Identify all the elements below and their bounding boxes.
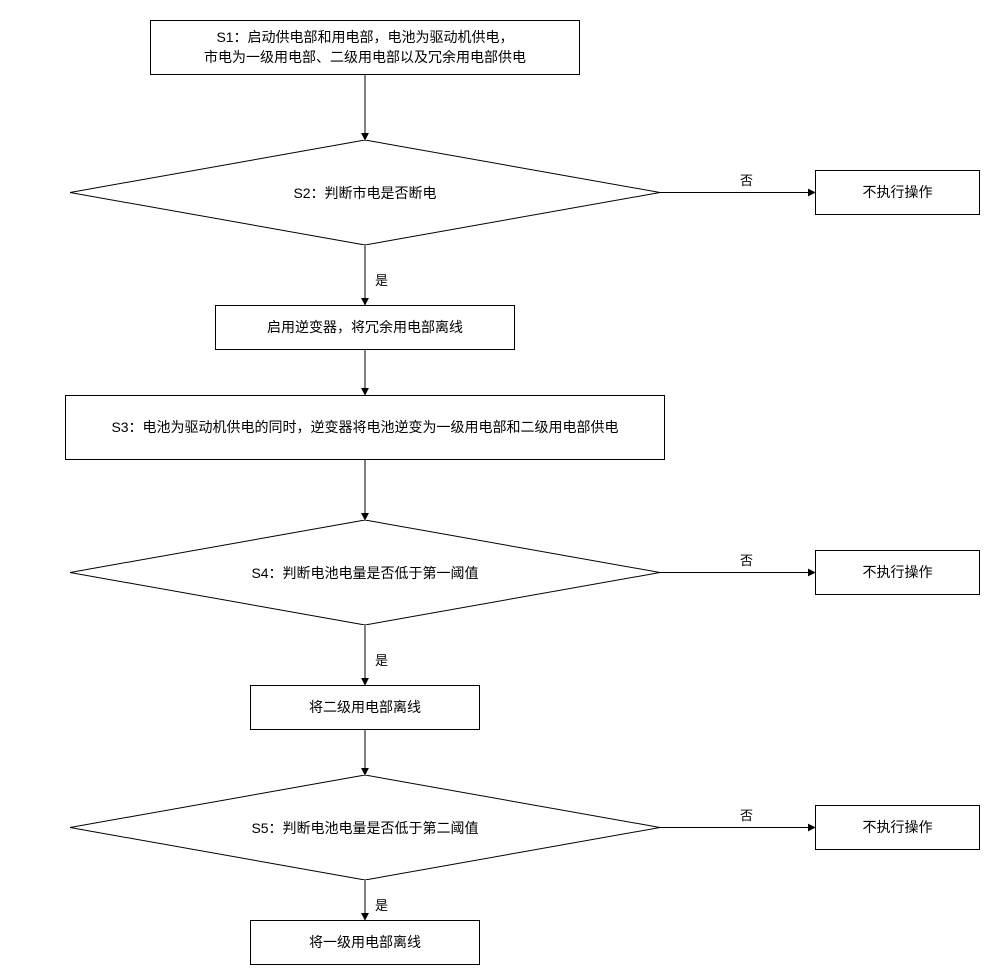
process-label: S3：电池为驱动机供电的同时，逆变器将电池逆变为一级用电部和二级用电部供电	[111, 418, 618, 438]
process-s5yes: 将一级用电部离线	[250, 920, 480, 965]
process-label: 不执行操作	[863, 818, 933, 838]
process-s5no: 不执行操作	[815, 805, 980, 850]
edge-label-no: 否	[740, 170, 753, 189]
process-s2yes: 启用逆变器，将冗余用电部离线	[215, 305, 515, 350]
process-label: 不执行操作	[863, 183, 933, 203]
decision-s5: S5：判断电池电量是否低于第二阈值	[70, 775, 660, 880]
decision-s4: S4：判断电池电量是否低于第一阈值	[70, 520, 660, 625]
process-s1: S1：启动供电部和用电部，电池为驱动机供电，市电为一级用电部、二级用电部以及冗余…	[150, 20, 580, 75]
process-s4yes: 将二级用电部离线	[250, 685, 480, 730]
process-label: 将二级用电部离线	[309, 698, 421, 718]
process-label: 不执行操作	[863, 563, 933, 583]
process-s4no: 不执行操作	[815, 550, 980, 595]
edge-label-yes: 是	[375, 270, 388, 289]
edge-label-yes: 是	[375, 650, 388, 669]
process-label: 启用逆变器，将冗余用电部离线	[267, 318, 463, 338]
decision-s2: S2：判断市电是否断电	[70, 140, 660, 245]
process-label: S1：启动供电部和用电部，电池为驱动机供电，市电为一级用电部、二级用电部以及冗余…	[204, 28, 526, 67]
edge-label-no: 否	[740, 805, 753, 824]
process-s2no: 不执行操作	[815, 170, 980, 215]
flowchart-canvas: S1：启动供电部和用电部，电池为驱动机供电，市电为一级用电部、二级用电部以及冗余…	[0, 0, 1000, 974]
edge-label-no: 否	[740, 550, 753, 569]
edge-label-yes: 是	[375, 895, 388, 914]
process-s3: S3：电池为驱动机供电的同时，逆变器将电池逆变为一级用电部和二级用电部供电	[65, 395, 665, 460]
process-label: 将一级用电部离线	[309, 933, 421, 953]
